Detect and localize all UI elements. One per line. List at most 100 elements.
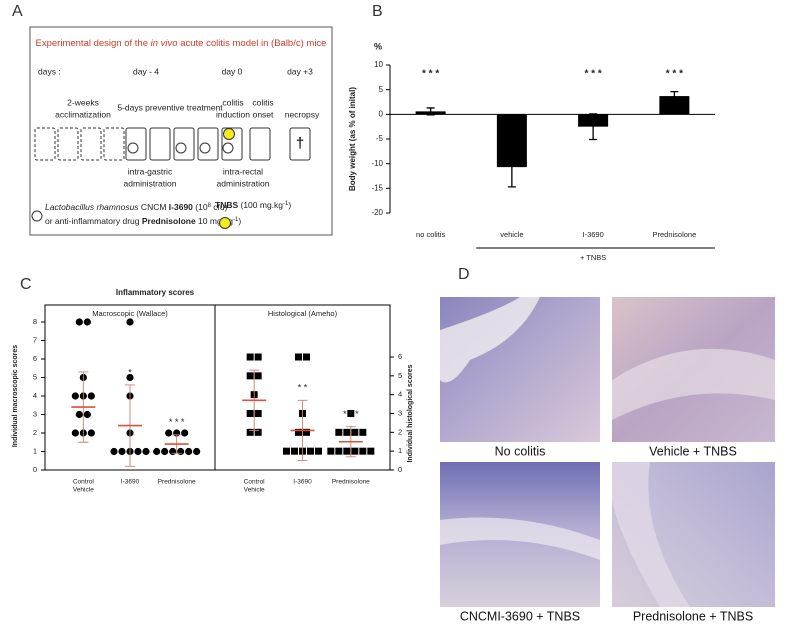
phase-label: necropsy (285, 109, 320, 119)
data-point (75, 410, 83, 419)
legend-text: Lactobacillus rhamnosus CNCM I-3690 (108… (45, 202, 228, 212)
data-point (335, 428, 343, 436)
y-tick-label: 3 (33, 409, 37, 418)
route-label: intra-rectal (223, 166, 263, 176)
y-tick-label: 8 (33, 317, 37, 326)
y-tick-label: 6 (33, 354, 37, 363)
data-point (351, 447, 359, 455)
phase-label: 2-weeks (67, 97, 99, 107)
data-point (165, 429, 173, 437)
x-tick-label: Vehicle (73, 487, 94, 494)
data-point (75, 318, 83, 326)
phase-label: induction (216, 109, 250, 119)
y-tick-label: 0 (379, 109, 384, 118)
x-tick-label: vehicle (500, 230, 523, 239)
timeline-label: day - 4 (133, 66, 159, 76)
data-point (283, 447, 290, 455)
y-tick-label: 3 (398, 408, 402, 417)
phase-label: colitis (222, 97, 243, 107)
chart-title: Inflammatory scores (116, 288, 195, 297)
data-point (134, 447, 142, 456)
data-point (193, 447, 201, 456)
x-tick-label: Control (73, 479, 95, 486)
data-point (153, 447, 161, 456)
bar (659, 96, 690, 115)
data-point (181, 429, 189, 437)
y-tick-label: 5 (379, 85, 384, 94)
data-point (118, 447, 126, 456)
route-label: intra-gastric (128, 166, 173, 176)
micrograph-caption: Prednisolone + TNBS (633, 609, 753, 623)
y-tick-label: 4 (33, 391, 37, 400)
micrograph-texture (440, 297, 540, 383)
data-point (246, 353, 254, 361)
plot-frame (44, 304, 391, 471)
x-tick-label: Prednisolone (332, 479, 370, 486)
y-tick-label: 5 (398, 371, 402, 380)
significance: * * (298, 383, 308, 393)
y-axis-label: Individual macroscopic scores (12, 345, 19, 447)
y-tick-label: 4 (398, 390, 402, 399)
data-point (71, 429, 79, 437)
data-point (303, 353, 310, 361)
data-point (254, 410, 262, 417)
y-tick-label: -15 (371, 183, 383, 192)
data-point (161, 447, 169, 456)
diagram-title: Experimental design of the in vivo acute… (36, 38, 327, 49)
x-tick-label: Prednisolone (652, 230, 696, 239)
data-point (71, 392, 79, 400)
data-point (347, 410, 355, 417)
data-point (246, 410, 254, 417)
micrographs: No colitis Vehicle + TNBS CNCMI-3690 + T… (440, 297, 775, 623)
data-point (303, 428, 310, 436)
panel-subtitle: Histological (Ameho) (268, 309, 338, 318)
data-point (246, 428, 254, 436)
x-tick-label: Control (244, 479, 266, 486)
micrograph-caption: No colitis (495, 444, 546, 458)
data-point (351, 428, 359, 436)
data-point (291, 447, 298, 455)
phase-label: onset (253, 109, 274, 119)
data-point (169, 447, 177, 456)
panel-label: A (12, 3, 23, 20)
x-tick-label: I-3690 (582, 230, 603, 239)
data-point (126, 318, 134, 326)
route-label: administration (217, 178, 270, 188)
legend-symbol (31, 210, 43, 222)
data-point (177, 447, 185, 456)
data-point (87, 392, 95, 400)
necropsy-symbol: † (296, 135, 304, 152)
data-point (142, 447, 150, 456)
significance: * * * (666, 69, 683, 80)
unit-label: % (374, 41, 382, 51)
error-bar (589, 113, 598, 141)
x-tick-label: I-3690 (293, 479, 312, 486)
data-point (359, 428, 367, 436)
data-point (246, 372, 254, 380)
y-tick-label: -5 (376, 134, 384, 143)
y-tick-label: 5 (33, 372, 37, 381)
group-label: + TNBS (580, 253, 606, 262)
legend-text: or anti-inflammatory drug Prednisolone 1… (45, 216, 241, 226)
y-tick-label: 0 (33, 465, 37, 474)
legend-symbol (219, 217, 231, 229)
y-tick-label: 6 (398, 352, 402, 361)
day-boxes (34, 127, 311, 161)
y-tick-label: 2 (398, 427, 402, 436)
x-tick-label: no colitis (416, 230, 445, 239)
significance: * * * (585, 69, 602, 80)
y-axis-label: Individual histological scores (407, 364, 414, 462)
data-point (359, 447, 367, 455)
significance: * * * (422, 69, 439, 80)
data-point (87, 429, 95, 437)
x-tick-label: I-3690 (121, 479, 140, 486)
significance: * * * (343, 409, 359, 419)
y-tick-label: 2 (33, 428, 37, 437)
micrograph-texture (440, 517, 600, 560)
micrograph-texture (612, 348, 775, 420)
timeline-label: day 0 (222, 66, 243, 76)
panel-label: D (458, 266, 470, 283)
y-axis-label: Body weight (as % of inital) (348, 87, 357, 191)
